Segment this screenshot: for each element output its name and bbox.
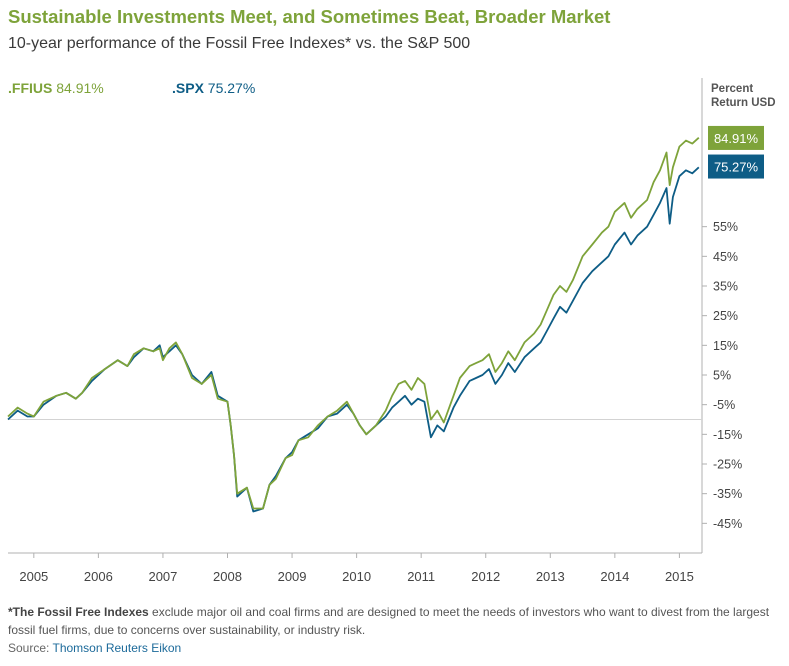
series-line-ffius [7, 137, 700, 510]
legend-item-spx: .SPX 75.27% [172, 80, 255, 96]
y-tick-label: 45% [713, 250, 738, 264]
source-name[interactable]: Thomson Reuters Eikon [52, 641, 182, 655]
y-tick-label: 55% [713, 220, 738, 234]
source-label: Source: [8, 641, 50, 655]
y-tick-label: -25% [713, 458, 742, 472]
legend-value-spx: 75.27% [207, 80, 256, 96]
chart-title: Sustainable Investments Meet, and Someti… [8, 6, 611, 27]
y-axis-unit-label: Percent Return USD [711, 82, 776, 110]
x-tick-label: 2009 [278, 569, 307, 584]
footnote: *The Fossil Free Indexes exclude major o… [8, 603, 778, 639]
line-chart: -45% -35% -25% -15% -5% 5% 15% 25% 35% 45% 55% 2005… [7, 78, 764, 584]
end-label-spx: 75.27% [714, 160, 759, 175]
unit-line-2: Return USD [711, 97, 776, 109]
source-line: Source: Thomson Reuters Eikon [8, 641, 181, 655]
x-tick-label: 2006 [84, 569, 113, 584]
x-tick-label: 2010 [342, 569, 371, 584]
legend-value-ffius: 84.91% [56, 80, 104, 96]
x-tick-label: 2011 [407, 569, 435, 584]
y-tick-label: 25% [713, 309, 738, 323]
x-tick-label: 2013 [536, 569, 565, 584]
y-tick-label: -45% [713, 517, 742, 531]
x-tick-label: 2015 [665, 569, 694, 584]
legend-item-ffius: .FFIUS 84.91% [8, 80, 104, 96]
y-tick-label: -5% [713, 398, 735, 412]
y-tick-label: -15% [713, 428, 742, 442]
end-label-ffius: 84.91% [714, 131, 759, 146]
y-tick-label: 15% [713, 339, 738, 353]
x-tick-label: 2008 [213, 569, 242, 584]
x-tick-label: 2012 [471, 569, 500, 584]
legend-name-ffius: .FFIUS [8, 80, 53, 96]
end-label-box-spx [708, 154, 764, 179]
y-tick-label: 35% [713, 280, 738, 294]
chart-subtitle: 10-year performance of the Fossil Free I… [8, 35, 471, 52]
x-tick-label: 2014 [600, 569, 629, 584]
legend-name-spx: .SPX [172, 80, 204, 96]
end-label-box-ffius [708, 125, 764, 150]
series-line-spx [7, 166, 700, 513]
x-tick-label: 2005 [19, 569, 48, 584]
footnote-text: exclude major oil and coal firms and are… [8, 605, 770, 637]
unit-line-1: Percent [711, 83, 754, 95]
y-tick-label: 5% [713, 369, 731, 383]
x-tick-label: 2007 [148, 569, 177, 584]
y-tick-label: -35% [713, 487, 742, 501]
footnote-bold: *The Fossil Free Indexes [8, 605, 149, 619]
